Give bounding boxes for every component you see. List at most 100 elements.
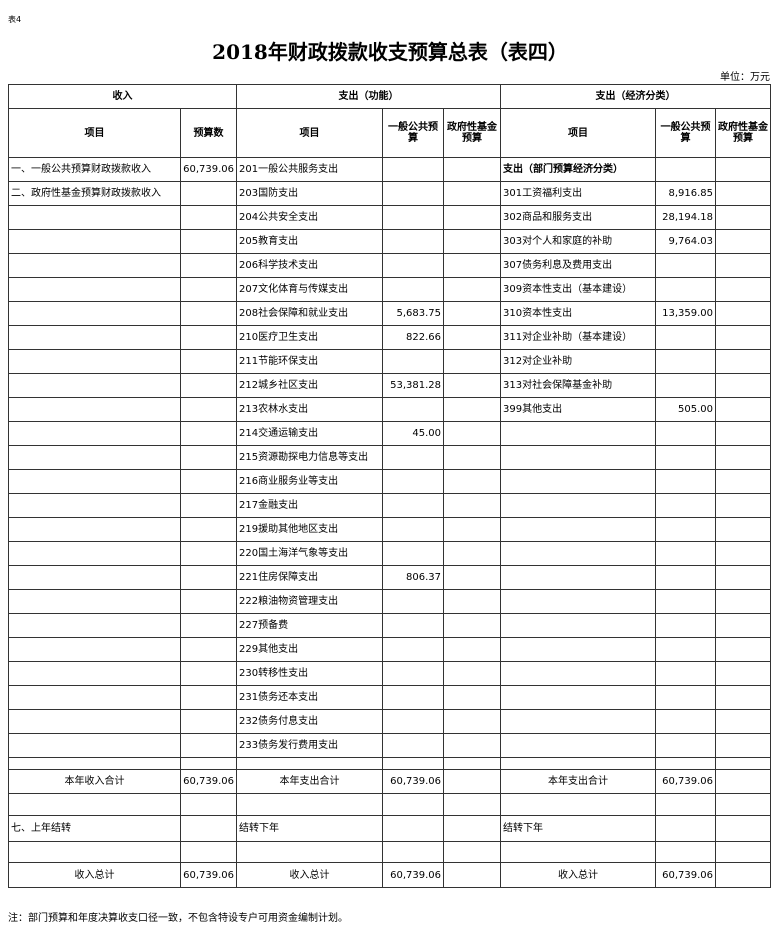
table-row: 二、政府性基金预算财政拨款收入 203国防支出 301工资福利支出 8,916.85 [8, 181, 772, 206]
table-cell [180, 613, 237, 638]
table-cell: 支出（部门预算经济分类） [500, 157, 657, 182]
table-cell [655, 589, 717, 614]
table-label: 表4 [8, 15, 22, 24]
table-cell [500, 445, 657, 470]
column-header: 预算数 [180, 108, 237, 158]
table-cell [655, 637, 717, 662]
table-cell: 222粮油物资管理支出 [236, 589, 383, 614]
table-row: 210医疗卫生支出 822.66 311对企业补助（基本建设） [8, 325, 772, 350]
table-cell [442, 157, 502, 182]
table-cell: 204公共安全支出 [236, 205, 383, 230]
table-cell [500, 541, 657, 566]
table-cell [382, 661, 444, 686]
table-cell [655, 421, 717, 446]
table-cell [500, 733, 657, 758]
table-cell [180, 517, 237, 542]
table-cell [715, 613, 772, 638]
table-cell [180, 793, 237, 816]
table-cell [8, 637, 181, 662]
table-cell [715, 637, 772, 662]
table-cell [382, 541, 444, 566]
table-cell [715, 373, 772, 398]
table-cell [236, 757, 383, 770]
table-cell: 505.00 [655, 397, 717, 422]
table-row: 221住房保障支出 806.37 [8, 565, 772, 590]
table-cell [382, 157, 444, 182]
table-cell [8, 301, 181, 326]
table-cell [382, 445, 444, 470]
table-cell: 806.37 [382, 565, 444, 590]
table-cell: 221住房保障支出 [236, 565, 383, 590]
table-cell [442, 325, 502, 350]
table-cell [655, 373, 717, 398]
table-cell [236, 793, 383, 816]
table-cell [500, 841, 657, 863]
table-cell [715, 709, 772, 734]
group-header: 收入 [8, 84, 237, 109]
table-cell [715, 661, 772, 686]
table-cell [382, 613, 444, 638]
table-cell [715, 157, 772, 182]
table-row: 227预备费 [8, 613, 772, 638]
table-cell: 309资本性支出（基本建设） [500, 277, 657, 302]
table-cell: 217金融支出 [236, 493, 383, 518]
table-cell: 60,739.06 [180, 769, 237, 794]
table-cell: 60,739.06 [655, 769, 717, 794]
table-cell [500, 589, 657, 614]
group-header: 支出（经济分类） [500, 84, 772, 109]
table-cell [442, 793, 502, 816]
table-cell: 312对企业补助 [500, 349, 657, 374]
table-cell [715, 229, 772, 254]
table-cell: 210医疗卫生支出 [236, 325, 383, 350]
column-header: 政府性基金预算 [442, 108, 502, 158]
table-cell [655, 815, 717, 842]
table-row: 收入总计 60,739.06 收入总计 60,739.06 收入总计 60,739.06 [8, 862, 772, 888]
table-cell: 301工资福利支出 [500, 181, 657, 206]
table-cell: 399其他支出 [500, 397, 657, 422]
table-cell [8, 661, 181, 686]
table-body: 收入 支出（功能） 支出（经济分类） 项目 预算数 项目 一般公共预算 政府性基金预算项… [8, 84, 772, 888]
table-cell [715, 757, 772, 770]
table-cell [8, 325, 181, 350]
table-cell: 收入总计 [236, 862, 383, 888]
table-cell: 212城乡社区支出 [236, 373, 383, 398]
header-row: 项目 预算数 项目 一般公共预算 政府性基金预算 项目 一般公共预算 政府性基金预算 [8, 108, 772, 158]
table-cell [180, 815, 237, 842]
table-cell [382, 181, 444, 206]
table-cell [8, 421, 181, 446]
table-cell [8, 589, 181, 614]
table-cell [442, 613, 502, 638]
table-row: 212城乡社区支出 53,381.28 313对社会保障基金补助 [8, 373, 772, 398]
table-cell [382, 349, 444, 374]
table-cell: 53,381.28 [382, 373, 444, 398]
table-cell [8, 841, 181, 863]
table-cell [442, 769, 502, 794]
table-cell: 822.66 [382, 325, 444, 350]
table-cell: 收入总计 [8, 862, 181, 888]
table-cell [655, 277, 717, 302]
table-cell: 本年支出合计 [500, 769, 657, 794]
table-cell [382, 637, 444, 662]
table-cell [8, 253, 181, 278]
table-cell: 结转下年 [500, 815, 657, 842]
table-row: 215资源勘探电力信息等支出 [8, 445, 772, 470]
table-row: 206科学技术支出 307债务利息及费用支出 [8, 253, 772, 278]
table-cell [180, 229, 237, 254]
table-cell [715, 769, 772, 794]
table-cell: 60,739.06 [655, 862, 717, 888]
unit: 单位：万元 [720, 72, 770, 83]
table-cell [442, 709, 502, 734]
table-cell [655, 709, 717, 734]
table-row: 217金融支出 [8, 493, 772, 518]
table-cell [180, 757, 237, 770]
table-cell [180, 661, 237, 686]
table-cell [442, 349, 502, 374]
table-cell [180, 541, 237, 566]
table-row: 222粮油物资管理支出 [8, 589, 772, 614]
table-cell [500, 565, 657, 590]
table-cell [715, 815, 772, 842]
table-cell [715, 733, 772, 758]
table-cell: 313对社会保障基金补助 [500, 373, 657, 398]
table-cell [655, 613, 717, 638]
table-cell [180, 325, 237, 350]
